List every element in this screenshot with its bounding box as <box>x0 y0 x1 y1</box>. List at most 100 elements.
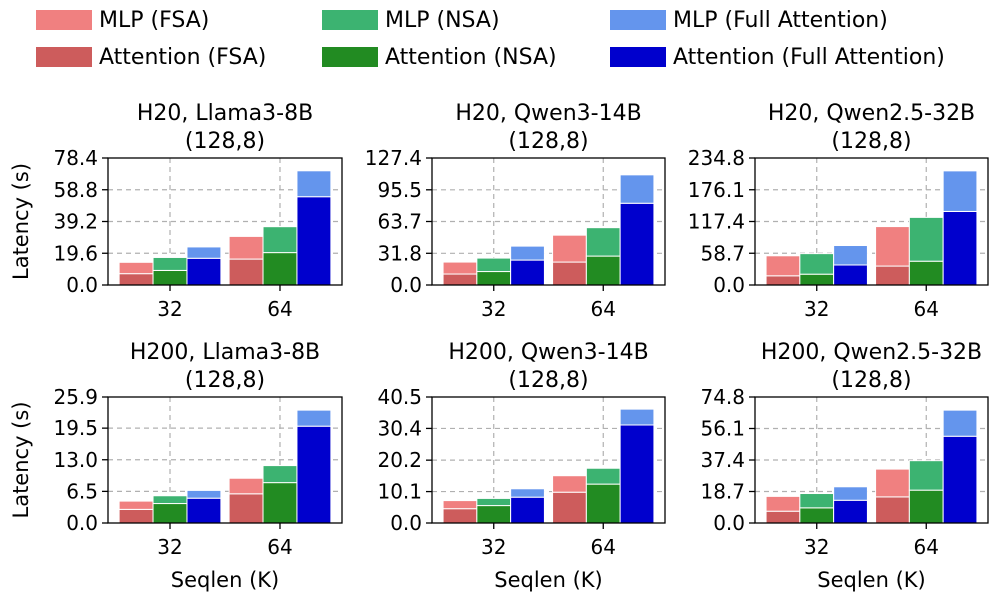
bar-attention-nsa-64 <box>585 483 621 524</box>
bar-mlp-full-attention-64 <box>296 170 332 198</box>
bar-attention-full-attention-32 <box>186 497 222 524</box>
y-axis-label: Latency (s) <box>9 163 33 280</box>
panel-h200-qwen2-5-32b: H200, Qwen2.5-32B (128,8) 0.0 18.7 37.4 56.1 7… <box>700 340 989 592</box>
legend-label: Attention (FSA) <box>99 45 266 70</box>
bar-mlp-nsa-32 <box>476 257 512 273</box>
bar-attention-nsa-32 <box>476 505 512 524</box>
y-tick-label: 117.4 <box>688 210 745 234</box>
panel-subtitle: (128,8) <box>831 368 911 393</box>
bar-attention-fsa-32 <box>765 510 801 524</box>
bar-mlp-full-attention-32 <box>186 246 222 259</box>
x-tick-label: 32 <box>157 297 182 321</box>
bar-attention-full-attention-64 <box>942 435 978 524</box>
bar-attention-fsa-64 <box>552 261 587 286</box>
bar-attention-fsa-64 <box>228 258 264 286</box>
bar-mlp-nsa-32 <box>799 253 835 275</box>
bar-attention-nsa-64 <box>585 255 621 286</box>
legend-swatch <box>36 47 92 67</box>
y-tick-label: 6.5 <box>66 479 98 503</box>
bar-attention-nsa-32 <box>476 271 512 286</box>
panel-subtitle: (128,8) <box>508 129 588 154</box>
bar-mlp-nsa-32 <box>152 256 188 271</box>
bar-attention-full-attention-64 <box>296 425 332 524</box>
bar-attention-nsa-32 <box>152 269 188 286</box>
y-axis-label: Latency (s) <box>9 401 33 518</box>
bar-mlp-full-attention-64 <box>942 409 978 437</box>
y-tick-label: 95.5 <box>377 178 422 202</box>
bar-attention-nsa-64 <box>262 252 298 286</box>
bar-mlp-fsa-32 <box>765 255 801 277</box>
bar-attention-fsa-32 <box>442 508 478 524</box>
y-tick-label: 127.4 <box>365 146 422 170</box>
legend-swatch <box>610 47 666 67</box>
bar-attention-full-attention-64 <box>619 424 655 524</box>
bar-mlp-nsa-32 <box>476 497 512 507</box>
x-tick-label: 64 <box>267 535 292 559</box>
legend-item-attention-fsa: Attention (FSA) <box>36 45 266 70</box>
y-tick-label: 0.0 <box>713 273 745 297</box>
bar-mlp-full-attention-32 <box>833 486 868 501</box>
bar-mlp-full-attention-32 <box>186 489 222 499</box>
bar-mlp-fsa-32 <box>442 261 478 275</box>
bar-mlp-nsa-64 <box>262 226 298 254</box>
bar-attention-nsa-32 <box>152 503 188 524</box>
bar-mlp-full-attention-64 <box>296 409 332 427</box>
bar-mlp-fsa-64 <box>552 475 587 493</box>
panel-title: H200, Qwen2.5-32B <box>761 340 982 365</box>
x-tick-label: 64 <box>914 535 939 559</box>
legend-item-mlp-nsa: MLP (NSA) <box>322 8 500 33</box>
bar-attention-nsa-64 <box>908 260 944 286</box>
legend-item-mlp-full-attention: MLP (Full Attention) <box>610 8 888 33</box>
bar-attention-full-attention-32 <box>833 499 868 524</box>
y-tick-label: 19.5 <box>53 416 98 440</box>
bar-attention-fsa-64 <box>552 491 587 524</box>
y-tick-label: 0.0 <box>713 511 745 535</box>
bar-attention-full-attention-32 <box>510 496 545 524</box>
y-tick-label: 31.8 <box>377 241 422 265</box>
y-tick-label: 13.0 <box>53 448 98 472</box>
y-tick-label: 0.0 <box>390 511 422 535</box>
bar-attention-full-attention-32 <box>833 264 868 286</box>
bar-attention-full-attention-32 <box>186 257 222 286</box>
bar-mlp-fsa-32 <box>118 261 154 275</box>
y-tick-label: 30.4 <box>377 416 422 440</box>
x-tick-label: 32 <box>804 535 829 559</box>
y-tick-label: 0.0 <box>390 273 422 297</box>
bar-attention-fsa-64 <box>875 496 910 524</box>
bar-mlp-full-attention-64 <box>619 174 655 204</box>
y-tick-label: 58.8 <box>53 178 98 202</box>
legend-item-mlp-fsa: MLP (FSA) <box>36 8 209 33</box>
bar-attention-fsa-64 <box>875 265 910 286</box>
y-tick-label: 234.8 <box>688 146 745 170</box>
legend-label: Attention (Full Attention) <box>673 45 945 70</box>
chart-panels: H20, Llama3-8B (128,8) 0.0 19.6 39.2 58.8 78.4… <box>9 101 989 592</box>
bar-mlp-nsa-64 <box>908 460 944 491</box>
bar-mlp-nsa-64 <box>262 465 298 484</box>
bar-mlp-nsa-64 <box>908 216 944 262</box>
x-tick-label: 32 <box>481 297 506 321</box>
bar-attention-fsa-32 <box>765 275 801 286</box>
legend: MLP (FSA) Attention (FSA) MLP (NSA) Attenti… <box>36 8 945 70</box>
legend-label: MLP (NSA) <box>385 8 500 33</box>
bar-attention-full-attention-64 <box>296 196 332 286</box>
y-tick-label: 0.0 <box>66 511 98 535</box>
bar-mlp-nsa-32 <box>152 495 188 505</box>
legend-label: MLP (FSA) <box>99 8 209 33</box>
x-tick-label: 64 <box>914 297 939 321</box>
legend-item-attention-nsa: Attention (NSA) <box>322 45 557 70</box>
bar-mlp-nsa-64 <box>585 467 621 485</box>
panel-subtitle: (128,8) <box>831 129 911 154</box>
y-tick-label: 19.6 <box>53 241 98 265</box>
panel-title: H200, Qwen3-14B <box>448 340 648 365</box>
panel-title: H20, Qwen3-14B <box>455 101 641 126</box>
legend-swatch <box>610 10 666 30</box>
bar-mlp-fsa-32 <box>765 495 801 512</box>
bar-mlp-nsa-32 <box>799 493 835 509</box>
x-tick-label: 64 <box>267 297 292 321</box>
bar-mlp-full-attention-32 <box>510 488 545 498</box>
legend-item-attention-full-attention: Attention (Full Attention) <box>610 45 945 70</box>
bar-attention-fsa-32 <box>118 273 154 286</box>
x-tick-label: 64 <box>591 297 616 321</box>
bar-attention-nsa-32 <box>799 507 835 524</box>
